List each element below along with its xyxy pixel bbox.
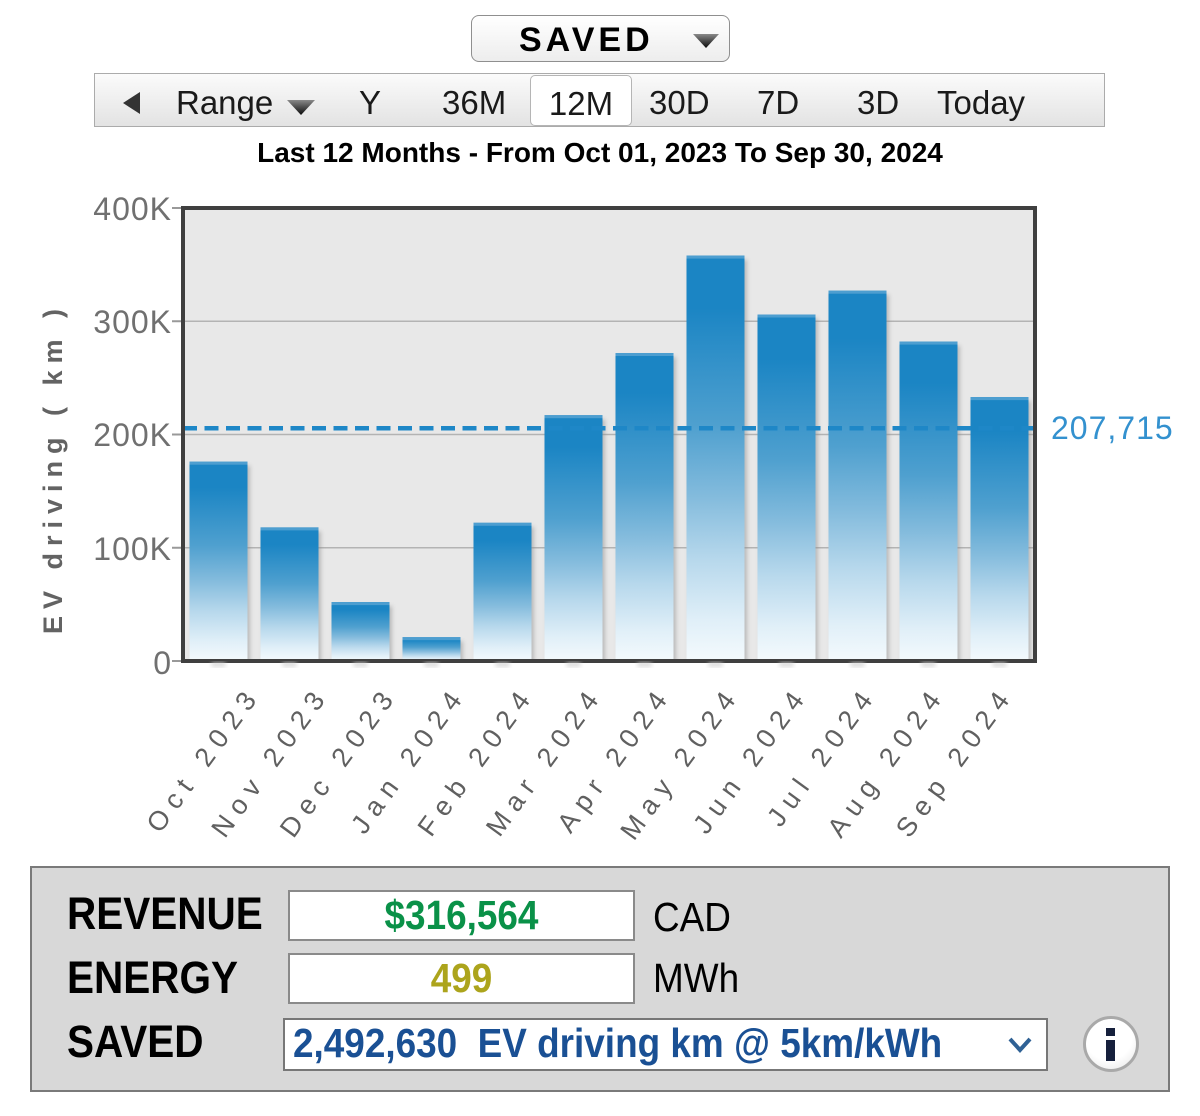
svg-text:100K: 100K [93, 531, 172, 567]
svg-text:0: 0 [153, 645, 172, 681]
svg-text:200K: 200K [93, 417, 172, 453]
svg-text:300K: 300K [93, 304, 172, 340]
svg-text:400K: 400K [93, 191, 172, 227]
svg-text:207,715: 207,715 [1051, 410, 1174, 446]
svg-text:EV driving ( km ): EV driving ( km ) [38, 302, 68, 634]
